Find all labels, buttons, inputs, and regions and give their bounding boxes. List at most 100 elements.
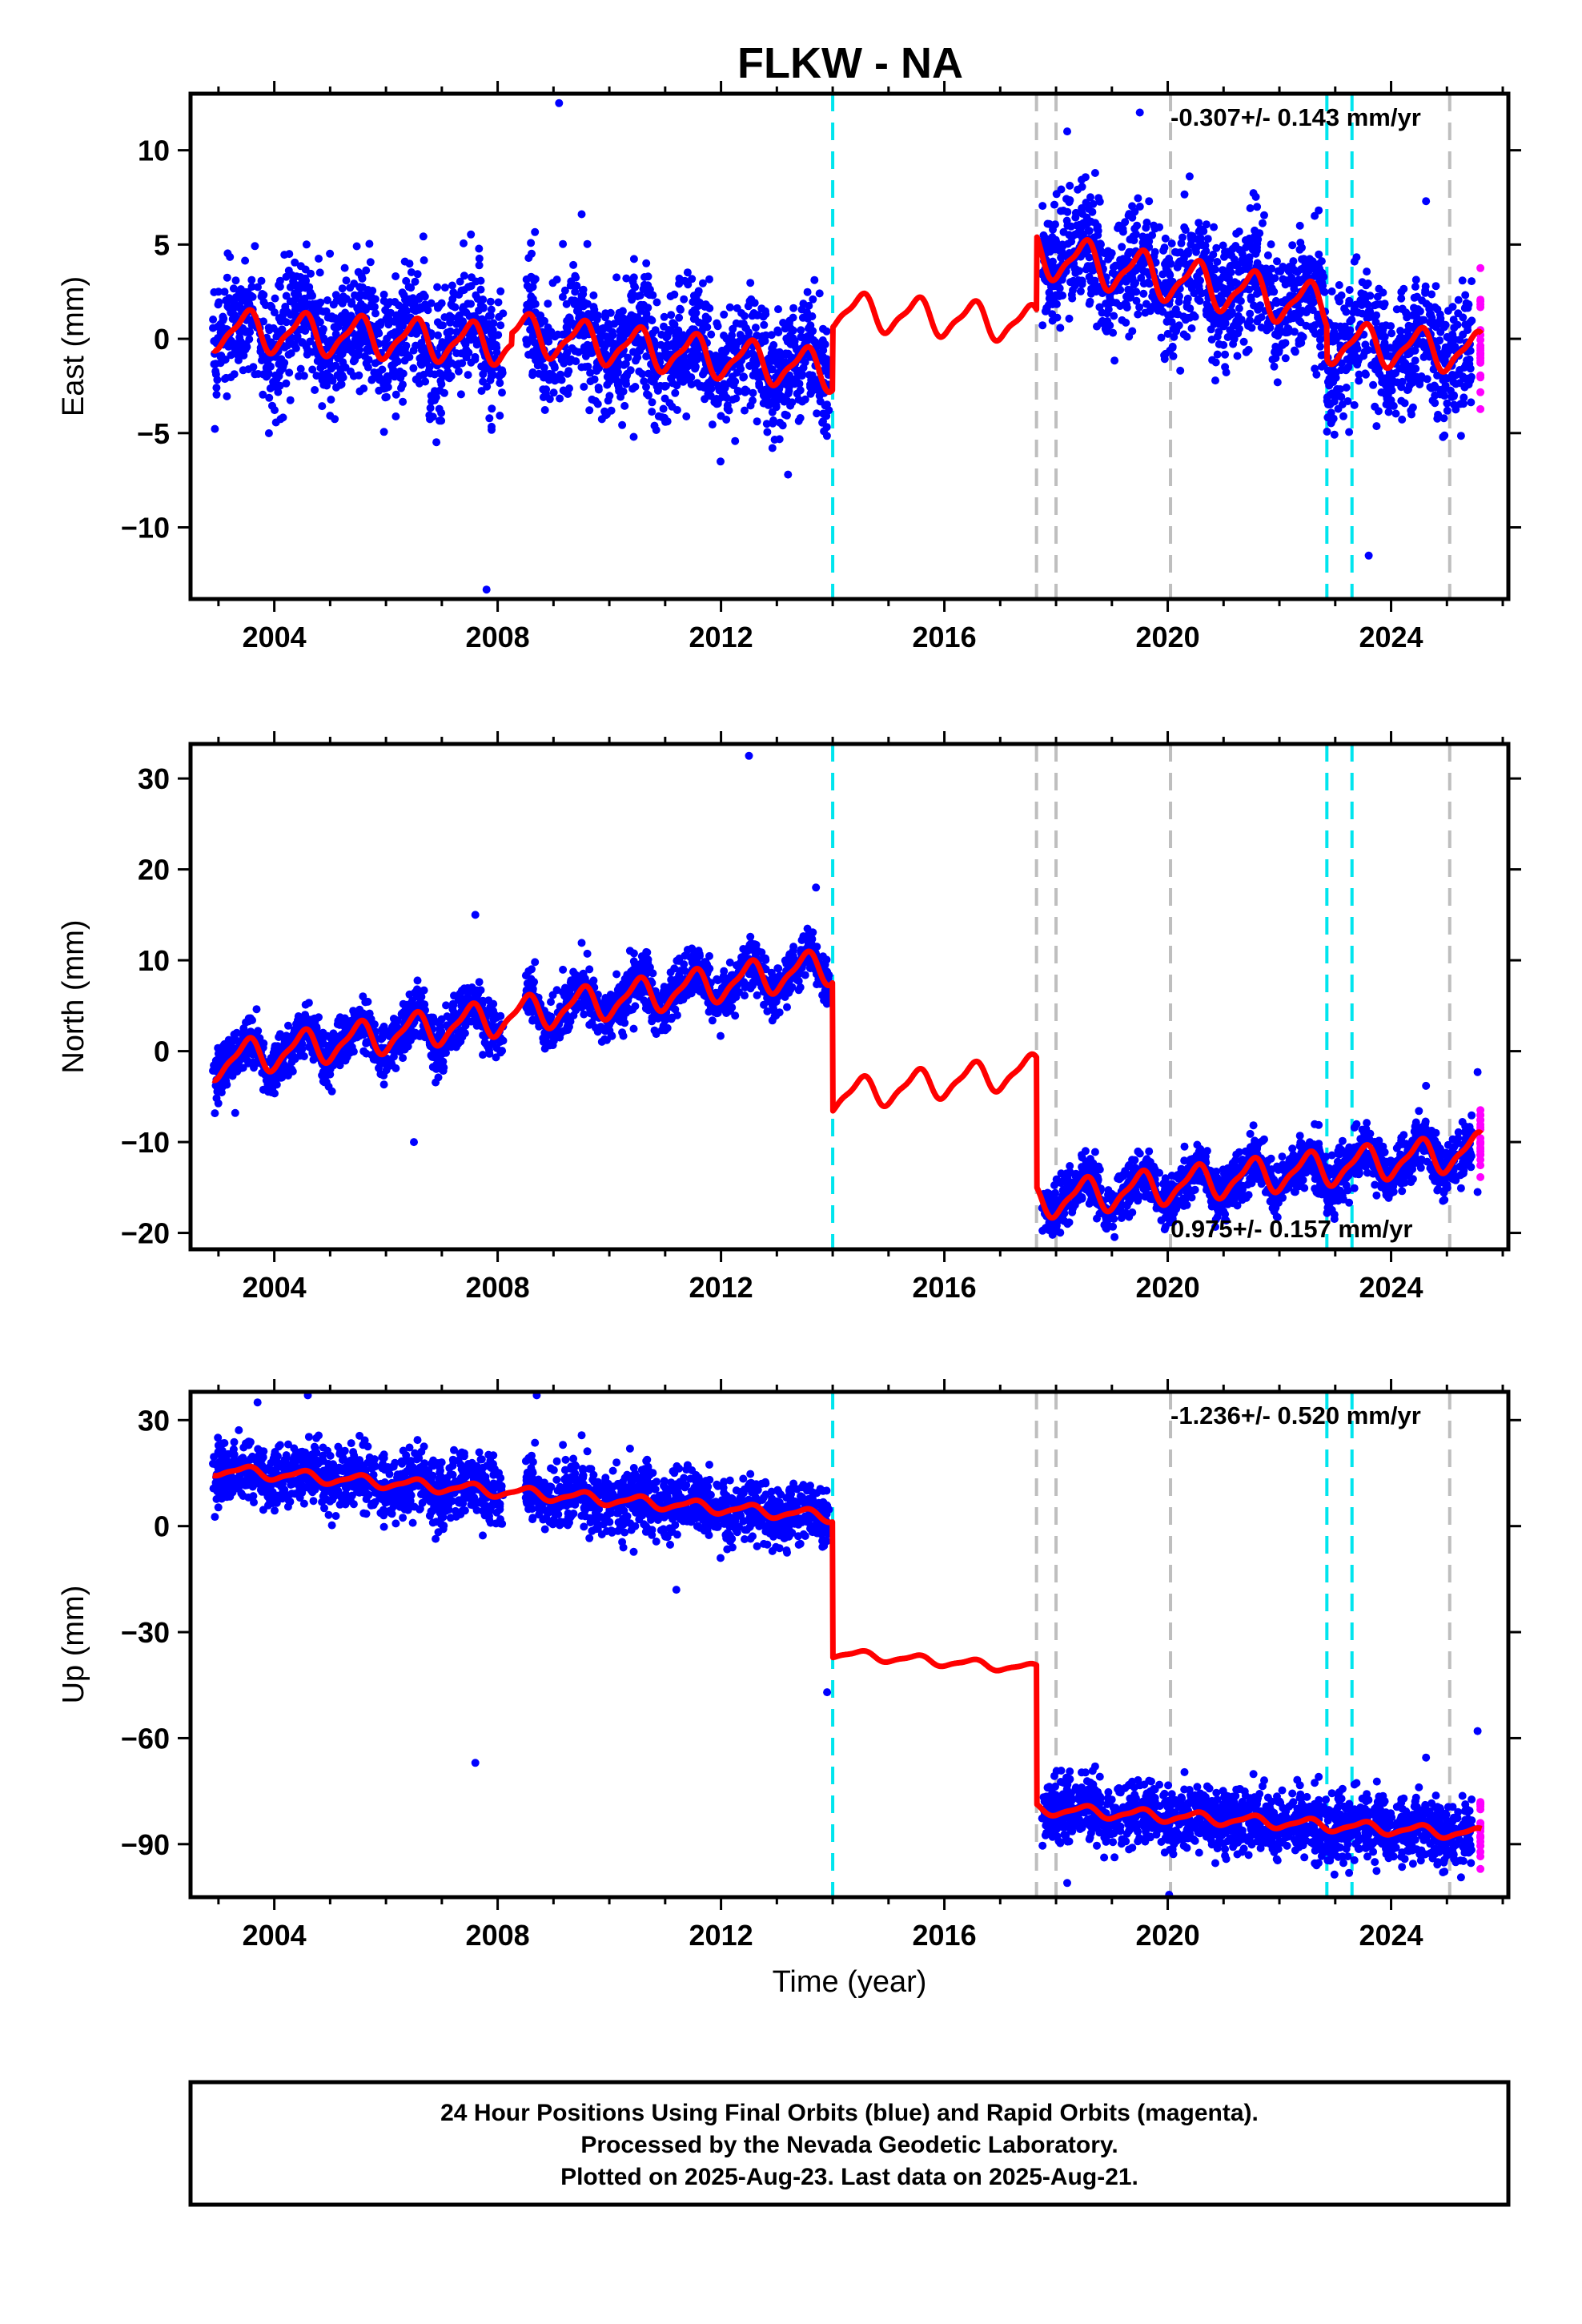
final-point xyxy=(1172,324,1181,333)
final-point xyxy=(371,309,379,318)
final-point xyxy=(1135,203,1144,211)
final-point xyxy=(1215,275,1224,284)
final-point xyxy=(243,1050,251,1059)
velocity-estimate: -0.307+/- 0.143 mm/yr xyxy=(1170,103,1421,131)
final-point xyxy=(1369,380,1378,389)
final-point xyxy=(564,321,572,330)
final-point xyxy=(1299,332,1307,341)
final-point xyxy=(1460,374,1468,383)
final-point xyxy=(1223,247,1232,256)
final-point xyxy=(326,249,335,258)
final-point xyxy=(496,379,504,388)
final-point xyxy=(1221,319,1230,328)
final-point xyxy=(1039,231,1048,239)
final-point xyxy=(1179,330,1188,339)
final-point xyxy=(304,999,313,1007)
final-point xyxy=(472,340,481,349)
final-point xyxy=(580,347,588,355)
final-point xyxy=(540,406,549,414)
final-point xyxy=(223,273,231,282)
final-point xyxy=(819,324,827,333)
final-point xyxy=(603,380,612,389)
final-point xyxy=(736,331,745,339)
final-point xyxy=(265,393,274,402)
final-point xyxy=(235,328,244,337)
final-point xyxy=(1239,337,1248,346)
final-point xyxy=(211,1109,219,1118)
final-point xyxy=(777,353,785,362)
final-point xyxy=(362,1049,371,1058)
final-point xyxy=(622,274,631,283)
final-point xyxy=(1355,354,1363,363)
final-point xyxy=(1085,300,1094,308)
final-point xyxy=(1074,276,1082,284)
final-point xyxy=(1135,303,1144,312)
final-point xyxy=(1468,316,1476,325)
final-point xyxy=(334,1016,343,1025)
final-point xyxy=(671,388,680,397)
final-point xyxy=(1330,430,1339,439)
final-point xyxy=(338,284,347,293)
final-point xyxy=(1419,352,1428,361)
final-point xyxy=(1291,348,1299,356)
final-point xyxy=(257,276,266,285)
final-point xyxy=(762,420,771,428)
final-point xyxy=(775,435,784,444)
final-point xyxy=(640,273,648,281)
final-point xyxy=(367,292,375,301)
final-point xyxy=(1384,408,1393,416)
final-point xyxy=(379,428,388,436)
x-tick-label: 2016 xyxy=(913,621,977,653)
final-point xyxy=(273,1047,282,1055)
final-point xyxy=(484,312,493,320)
final-point xyxy=(640,377,648,386)
final-point xyxy=(396,325,404,334)
final-point xyxy=(1407,362,1415,371)
final-point xyxy=(291,306,299,315)
final-point xyxy=(357,271,366,280)
final-point xyxy=(1323,393,1331,402)
final-point xyxy=(631,283,640,292)
final-point xyxy=(245,335,254,344)
final-point xyxy=(768,365,777,374)
final-point xyxy=(604,320,612,328)
final-point xyxy=(1349,308,1358,317)
final-point xyxy=(768,408,777,416)
final-point xyxy=(767,331,776,340)
final-point xyxy=(487,330,496,339)
final-point xyxy=(525,284,534,293)
final-point xyxy=(760,320,769,329)
final-point xyxy=(1411,275,1420,284)
final-point xyxy=(251,370,259,379)
final-point xyxy=(815,289,824,298)
final-point xyxy=(785,380,793,388)
final-point xyxy=(399,397,408,406)
final-point xyxy=(374,328,383,336)
final-point xyxy=(1441,381,1450,390)
final-point xyxy=(1164,278,1173,287)
final-point xyxy=(725,406,733,415)
final-point xyxy=(286,396,295,404)
final-point xyxy=(732,319,741,328)
final-point xyxy=(1372,422,1381,431)
final-point xyxy=(434,331,442,340)
final-point xyxy=(443,362,452,371)
final-point xyxy=(732,394,741,403)
final-point xyxy=(806,380,814,389)
final-point xyxy=(397,384,405,392)
final-point xyxy=(1066,278,1074,287)
final-point xyxy=(1345,428,1354,436)
final-point xyxy=(1084,204,1093,213)
final-point xyxy=(805,332,814,340)
final-point xyxy=(1268,355,1277,364)
final-point xyxy=(280,359,289,367)
final-point xyxy=(1246,204,1255,212)
final-point xyxy=(480,316,488,324)
final-point xyxy=(1260,211,1268,219)
final-point xyxy=(574,304,583,313)
final-point xyxy=(751,324,760,332)
final-point xyxy=(1066,222,1075,231)
final-point xyxy=(1185,172,1194,181)
final-point xyxy=(456,318,465,327)
final-point xyxy=(819,352,827,361)
